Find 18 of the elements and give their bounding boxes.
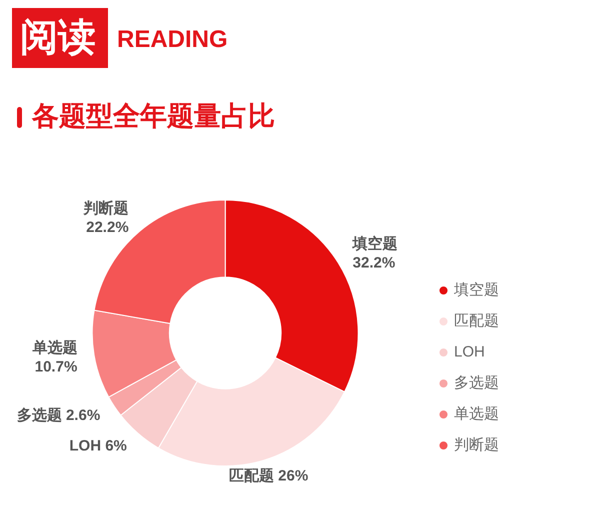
category-label: 匹配题 26% bbox=[228, 468, 308, 485]
slice-label: 单选题 bbox=[31, 339, 78, 356]
category-label: LOH 6% bbox=[69, 437, 127, 454]
data-label: 10.7% bbox=[34, 358, 78, 376]
legend-label: 多选题 bbox=[454, 374, 499, 392]
category-label: 多选题 2.6% bbox=[16, 406, 100, 424]
text: 阅读 bbox=[20, 17, 96, 59]
legend-label: 匹配题 bbox=[454, 312, 499, 330]
data-label: 22.2% bbox=[86, 218, 129, 236]
data-label: 32.2% bbox=[352, 254, 396, 272]
text: READING bbox=[117, 26, 228, 54]
legend-label: 单选题 bbox=[454, 406, 499, 423]
legend-label: 填空题 bbox=[453, 282, 499, 299]
legend-label: LOH bbox=[454, 344, 485, 361]
slice-label: 判断题 bbox=[82, 200, 129, 217]
slice-label: 填空题 bbox=[352, 234, 398, 252]
legend-label: 判断题 bbox=[454, 436, 499, 454]
chart-title: 各题型全年题量占比 bbox=[32, 101, 275, 131]
